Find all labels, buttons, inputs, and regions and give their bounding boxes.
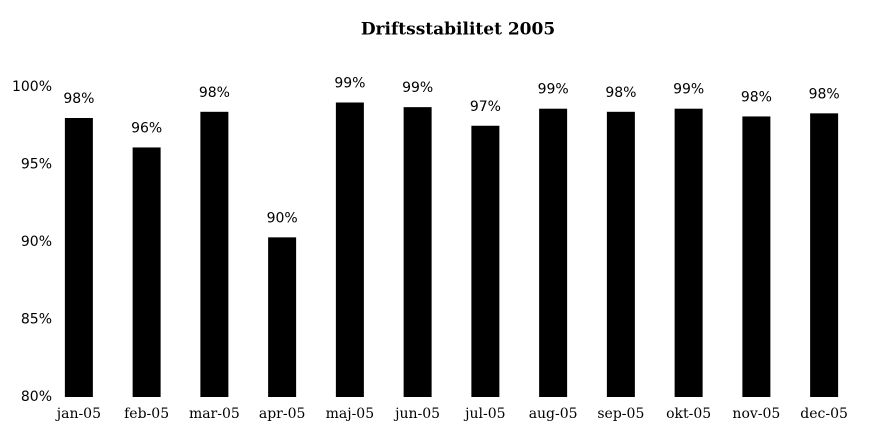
y-tick-label: 95% — [21, 157, 52, 173]
bar — [268, 237, 297, 397]
data-label: 96% — [131, 120, 162, 136]
chart-title: Driftsstabilitet 2005 — [361, 20, 555, 40]
bar — [200, 111, 229, 398]
x-tick-label: maj-05 — [326, 406, 375, 422]
data-label: 99% — [402, 80, 433, 96]
data-label: 98% — [809, 86, 840, 102]
bar — [810, 113, 839, 397]
y-tick-label: 90% — [21, 234, 52, 250]
x-tick-label: jan-05 — [55, 406, 101, 422]
x-tick-label: dec-05 — [800, 406, 848, 422]
bar — [674, 108, 703, 397]
bar — [606, 111, 635, 398]
data-label: 99% — [334, 76, 365, 92]
data-label: 99% — [673, 82, 704, 98]
x-tick-label: aug-05 — [529, 406, 578, 422]
y-tick-label: 85% — [21, 312, 52, 328]
bar — [64, 118, 93, 397]
data-label: 98% — [199, 85, 230, 101]
x-tick-label: jul-05 — [463, 406, 505, 422]
data-label: 90% — [267, 210, 298, 226]
x-tick-label: feb-05 — [124, 406, 169, 422]
x-tick-label: apr-05 — [259, 406, 306, 422]
x-tick-label: sep-05 — [597, 406, 644, 422]
x-tick-label: nov-05 — [732, 406, 780, 422]
bar — [403, 107, 432, 398]
data-label: 98% — [63, 91, 94, 107]
bar — [742, 116, 771, 397]
bar — [539, 108, 568, 397]
data-label: 99% — [538, 82, 569, 98]
y-tick-label: 80% — [21, 389, 52, 405]
data-label: 97% — [470, 99, 501, 115]
data-label: 98% — [605, 85, 636, 101]
x-tick-label: jun-05 — [393, 406, 440, 422]
bar — [132, 147, 161, 397]
data-label: 98% — [741, 89, 772, 105]
bar — [471, 125, 500, 397]
bar — [335, 102, 364, 397]
x-tick-label: okt-05 — [666, 406, 711, 422]
y-tick-label: 100% — [12, 79, 52, 95]
x-tick-label: mar-05 — [189, 406, 240, 422]
